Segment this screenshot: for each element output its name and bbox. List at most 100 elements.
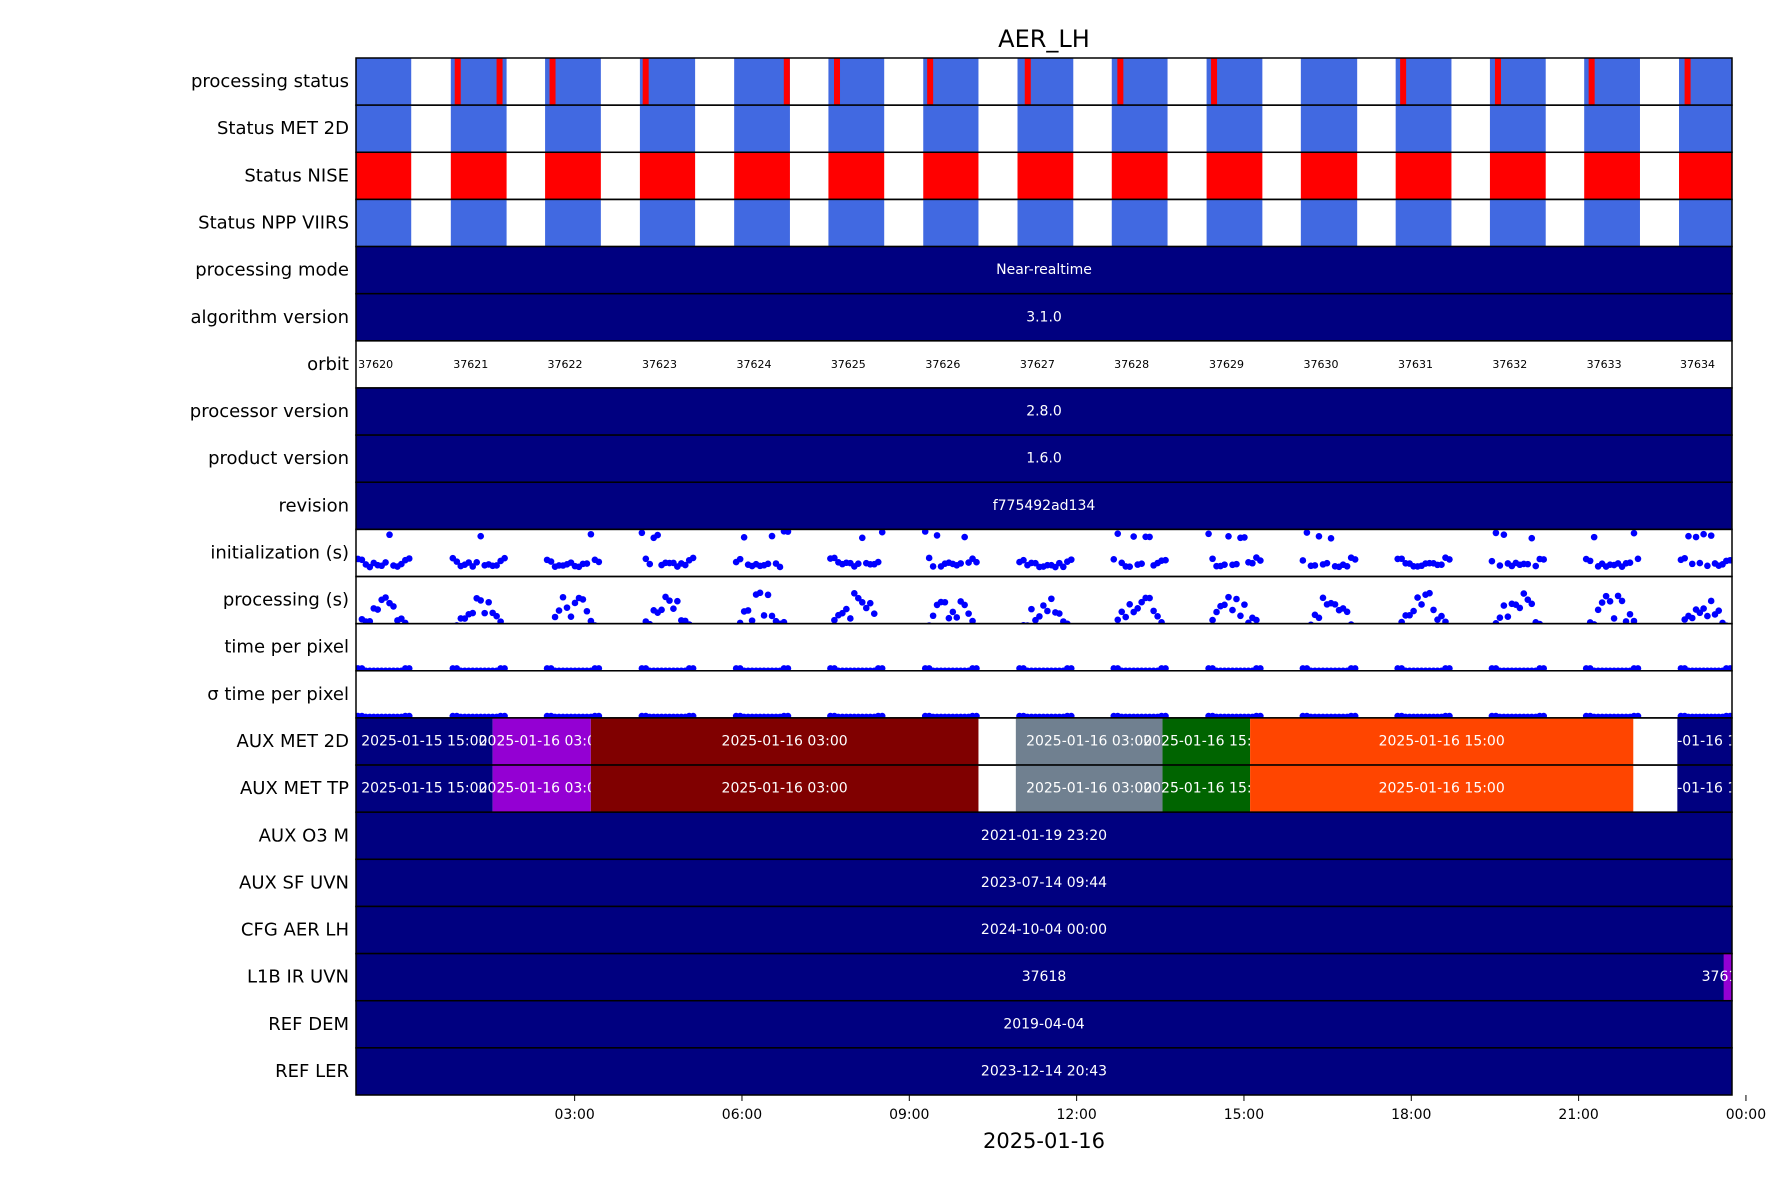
data-point <box>1162 556 1169 564</box>
data-point <box>493 562 500 569</box>
row-label: REF DEM <box>268 1014 349 1035</box>
value-label: 37618 <box>1022 969 1067 985</box>
status-bar <box>1206 105 1263 153</box>
value-label: 2023-07-14 09:44 <box>981 875 1107 891</box>
data-point <box>1590 621 1598 624</box>
aux-segment-label: 2025-01-16 03:00 <box>479 781 605 797</box>
data-point <box>654 531 661 539</box>
data-point <box>839 609 846 617</box>
data-point <box>583 607 591 615</box>
data-point <box>1352 628 1359 635</box>
status-bar <box>356 105 412 153</box>
row-initialization-s <box>356 529 1732 571</box>
data-point <box>1614 592 1622 600</box>
value-bar <box>356 293 1732 341</box>
value-label: 1.6.0 <box>1026 451 1062 467</box>
error-mark <box>1684 58 1691 106</box>
data-point <box>756 589 764 597</box>
data-point <box>1430 606 1437 614</box>
data-point <box>366 563 374 571</box>
data-point <box>862 604 870 612</box>
data-point <box>945 614 953 622</box>
row-label: time per pixel <box>224 637 349 658</box>
error-mark <box>783 58 790 106</box>
data-point <box>658 606 665 614</box>
data-point <box>493 612 500 620</box>
data-point <box>1130 533 1137 540</box>
x-tick-label: 00:00 <box>1726 1107 1766 1123</box>
orbit-label: 37625 <box>831 358 866 371</box>
data-point <box>866 599 874 607</box>
data-point <box>1036 613 1043 620</box>
data-point <box>1323 559 1331 567</box>
data-point <box>1028 605 1035 613</box>
data-point <box>666 597 673 604</box>
aux-segment-label: 2025-01-16 15:00 <box>1379 781 1505 797</box>
aux-segment <box>590 717 979 766</box>
data-point <box>1696 559 1704 567</box>
orbit-label: 37623 <box>642 358 677 371</box>
chart-title: AER_LH <box>998 25 1090 53</box>
data-point <box>1398 618 1405 624</box>
row-label: σ time per pixel <box>207 684 349 705</box>
data-point <box>571 599 579 607</box>
data-point <box>1245 619 1252 624</box>
data-point <box>1343 562 1351 570</box>
data-point <box>1704 562 1711 570</box>
aux-segment <box>1015 717 1163 766</box>
row-frame <box>355 670 1733 719</box>
value-label: 2019-04-04 <box>1003 1016 1084 1032</box>
data-point <box>736 619 744 624</box>
data-point <box>1253 616 1260 624</box>
row-l1b-ir-uvn: 37618 37618 <box>356 953 1732 1001</box>
data-point <box>1257 557 1264 564</box>
data-point <box>366 618 374 624</box>
aux-segment-label: 2025-01-16 03:00 <box>722 733 848 749</box>
error-mark <box>1494 58 1501 106</box>
data-point <box>922 626 929 633</box>
row-label: CFG AER LH <box>241 920 349 941</box>
data-point <box>453 558 461 565</box>
data-point <box>764 560 772 568</box>
data-point <box>973 628 980 635</box>
value-label: 2.8.0 <box>1026 404 1062 420</box>
data-point <box>1138 560 1145 568</box>
data-point <box>1446 627 1453 634</box>
data-point <box>1516 604 1524 612</box>
data-point <box>1225 533 1232 540</box>
data-point <box>473 559 481 566</box>
data-point <box>544 628 551 635</box>
data-point <box>941 598 949 606</box>
data-point <box>780 618 788 624</box>
data-point <box>405 665 413 671</box>
data-point <box>764 591 772 599</box>
status-bar <box>1206 152 1263 200</box>
data-point <box>1634 555 1642 563</box>
data-point <box>1307 621 1315 624</box>
aux-segment <box>1162 717 1251 766</box>
data-point <box>1060 563 1067 571</box>
row-processing-mode: Near-realtime <box>356 246 1732 294</box>
data-point <box>1237 612 1244 620</box>
data-point <box>1540 626 1547 633</box>
row-label: Status NPP VIIRS <box>198 212 349 233</box>
status-bar <box>1300 199 1358 247</box>
row-product-version: 1.6.0 <box>356 435 1732 483</box>
data-point <box>1438 612 1445 620</box>
aux-segment-label: 2025-01-16 15:00 <box>1379 733 1505 749</box>
aux-segment-label: 2025-01-15 15:00 <box>361 781 487 797</box>
data-point <box>398 615 405 622</box>
orbit-label: 37622 <box>547 358 582 371</box>
x-axis: 03:00 06:00 09:00 12:00 15:00 18:00 21:00 00:00 <box>554 1095 1766 1123</box>
data-point <box>1205 530 1212 538</box>
data-point <box>567 613 575 621</box>
data-point <box>1532 562 1540 570</box>
data-point <box>1311 562 1319 569</box>
status-bar <box>450 199 507 247</box>
data-point <box>405 712 413 718</box>
row-label: processor version <box>190 401 349 422</box>
data-point <box>1126 563 1133 570</box>
data-point <box>1496 614 1504 622</box>
